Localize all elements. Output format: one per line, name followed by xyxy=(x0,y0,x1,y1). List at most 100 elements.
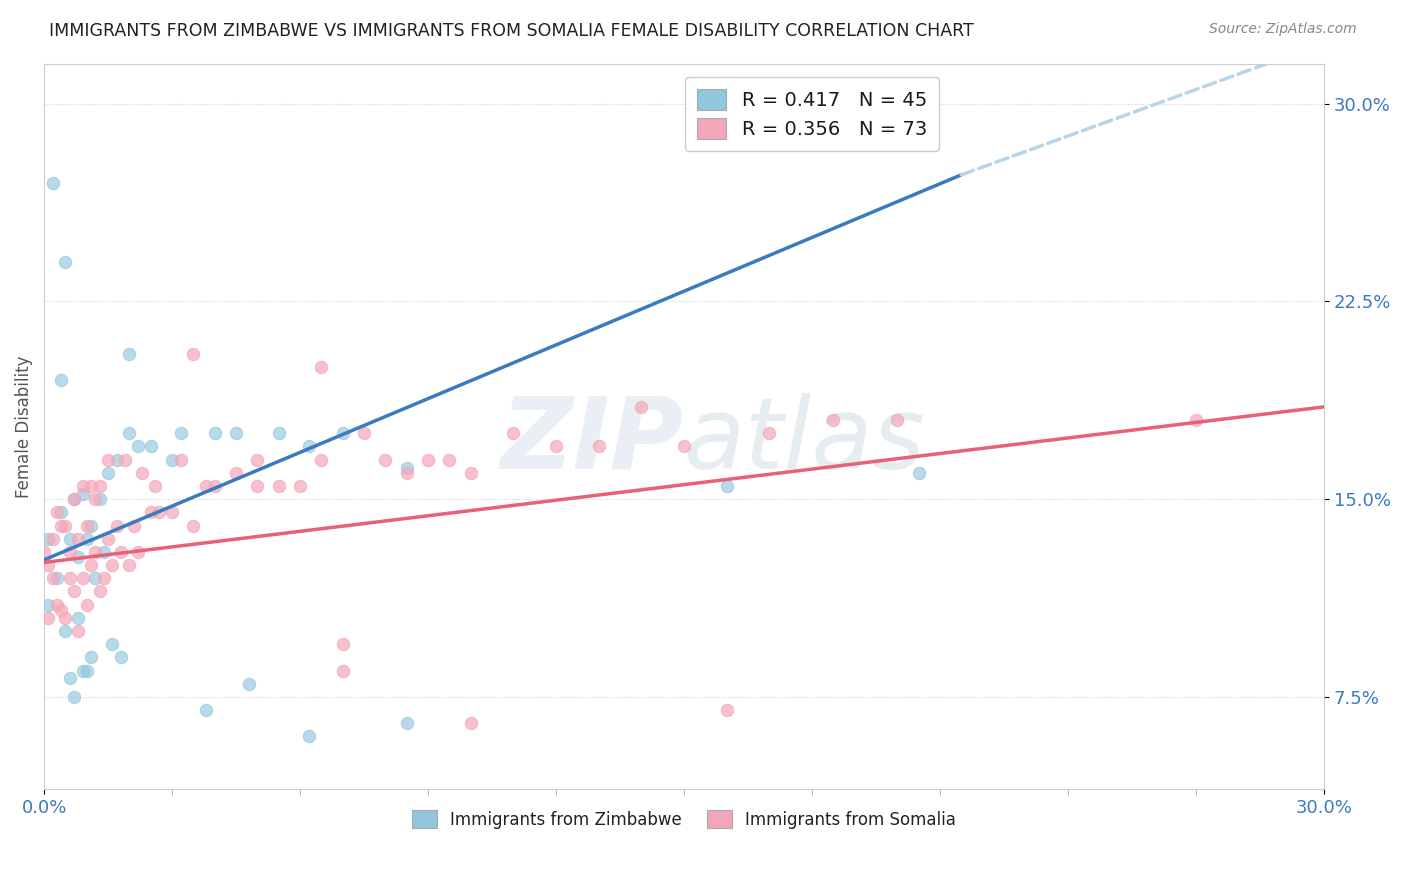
Point xyxy=(37,558,59,572)
Point xyxy=(204,479,226,493)
Point xyxy=(84,545,107,559)
Point xyxy=(374,452,396,467)
Point xyxy=(67,532,90,546)
Point xyxy=(416,452,439,467)
Point xyxy=(76,532,98,546)
Point xyxy=(630,400,652,414)
Point xyxy=(63,492,86,507)
Point xyxy=(195,703,218,717)
Point xyxy=(311,360,333,375)
Point xyxy=(195,479,218,493)
Point xyxy=(37,598,59,612)
Point xyxy=(76,598,98,612)
Point xyxy=(45,571,67,585)
Point xyxy=(758,426,780,441)
Point xyxy=(41,532,63,546)
Point xyxy=(93,571,115,585)
Point xyxy=(169,426,191,441)
Point xyxy=(41,571,63,585)
Point xyxy=(395,466,418,480)
Point xyxy=(886,413,908,427)
Point xyxy=(118,426,141,441)
Point xyxy=(460,466,482,480)
Point xyxy=(246,479,269,493)
Point xyxy=(72,487,94,501)
Point xyxy=(297,730,319,744)
Point xyxy=(51,603,73,617)
Text: Source: ZipAtlas.com: Source: ZipAtlas.com xyxy=(1209,22,1357,37)
Point xyxy=(395,460,418,475)
Point xyxy=(97,466,120,480)
Point xyxy=(288,479,311,493)
Point xyxy=(588,439,610,453)
Point xyxy=(55,624,77,638)
Point xyxy=(246,452,269,467)
Point xyxy=(63,584,86,599)
Y-axis label: Female Disability: Female Disability xyxy=(15,355,32,498)
Point xyxy=(160,505,183,519)
Point xyxy=(97,452,120,467)
Point xyxy=(332,664,354,678)
Point xyxy=(114,452,136,467)
Point xyxy=(41,176,63,190)
Point xyxy=(143,479,166,493)
Point xyxy=(72,479,94,493)
Point xyxy=(55,611,77,625)
Point xyxy=(101,637,124,651)
Point xyxy=(55,255,77,269)
Point xyxy=(37,532,59,546)
Point xyxy=(67,624,90,638)
Point xyxy=(55,518,77,533)
Point xyxy=(439,452,461,467)
Point xyxy=(67,550,90,565)
Point xyxy=(63,492,86,507)
Point xyxy=(544,439,567,453)
Point xyxy=(84,571,107,585)
Point xyxy=(139,439,162,453)
Point xyxy=(127,439,149,453)
Point xyxy=(460,716,482,731)
Point xyxy=(32,545,55,559)
Point xyxy=(238,677,260,691)
Point xyxy=(122,518,145,533)
Point xyxy=(59,672,82,686)
Point xyxy=(80,650,103,665)
Point xyxy=(80,479,103,493)
Point xyxy=(80,518,103,533)
Point xyxy=(311,452,333,467)
Point xyxy=(118,347,141,361)
Point xyxy=(267,426,290,441)
Point xyxy=(139,505,162,519)
Point xyxy=(51,518,73,533)
Point xyxy=(169,452,191,467)
Point xyxy=(67,611,90,625)
Point xyxy=(51,505,73,519)
Point xyxy=(45,505,67,519)
Point xyxy=(297,439,319,453)
Point xyxy=(204,426,226,441)
Point xyxy=(225,466,247,480)
Point xyxy=(823,413,845,427)
Point xyxy=(105,452,128,467)
Text: IMMIGRANTS FROM ZIMBABWE VS IMMIGRANTS FROM SOMALIA FEMALE DISABILITY CORRELATIO: IMMIGRANTS FROM ZIMBABWE VS IMMIGRANTS F… xyxy=(49,22,974,40)
Point xyxy=(183,518,205,533)
Point xyxy=(97,532,120,546)
Point xyxy=(63,690,86,704)
Point xyxy=(395,716,418,731)
Point xyxy=(84,492,107,507)
Point xyxy=(37,611,59,625)
Legend: Immigrants from Zimbabwe, Immigrants from Somalia: Immigrants from Zimbabwe, Immigrants fro… xyxy=(405,804,963,835)
Point xyxy=(89,492,111,507)
Point xyxy=(1185,413,1208,427)
Point xyxy=(148,505,170,519)
Point xyxy=(332,637,354,651)
Point xyxy=(59,532,82,546)
Point xyxy=(353,426,375,441)
Point xyxy=(716,479,738,493)
Point xyxy=(76,518,98,533)
Text: ZIP: ZIP xyxy=(501,392,683,490)
Point xyxy=(160,452,183,467)
Point xyxy=(72,571,94,585)
Point xyxy=(45,598,67,612)
Point xyxy=(225,426,247,441)
